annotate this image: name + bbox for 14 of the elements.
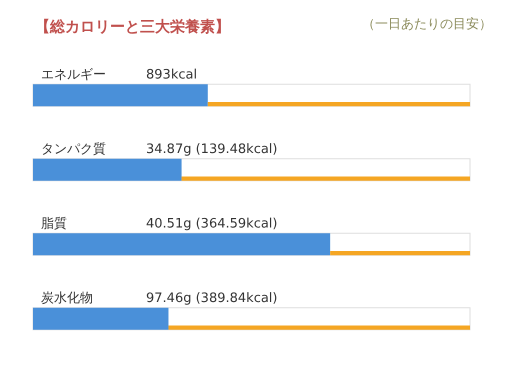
text: （一日あたりの目安） bbox=[362, 16, 492, 32]
y-tick-label: 脂質 bbox=[41, 216, 67, 232]
y-tick-label: タンパク質 bbox=[41, 142, 106, 157]
bar bbox=[33, 84, 208, 106]
y-tick-label: 炭水化物 bbox=[41, 290, 93, 306]
y-tick-label: エネルギー bbox=[41, 67, 106, 82]
annotation: 97.46g (389.84kcal) bbox=[146, 290, 278, 306]
bar bbox=[33, 158, 182, 181]
annotation: 34.87g (139.48kcal) bbox=[146, 142, 278, 157]
annotation: 40.51g (364.59kcal) bbox=[146, 216, 278, 232]
annotation: 893kcal bbox=[146, 67, 198, 82]
chart-title: 【総カロリーと三大栄養素】 bbox=[35, 18, 230, 36]
bar bbox=[33, 233, 330, 256]
bar bbox=[33, 308, 168, 330]
